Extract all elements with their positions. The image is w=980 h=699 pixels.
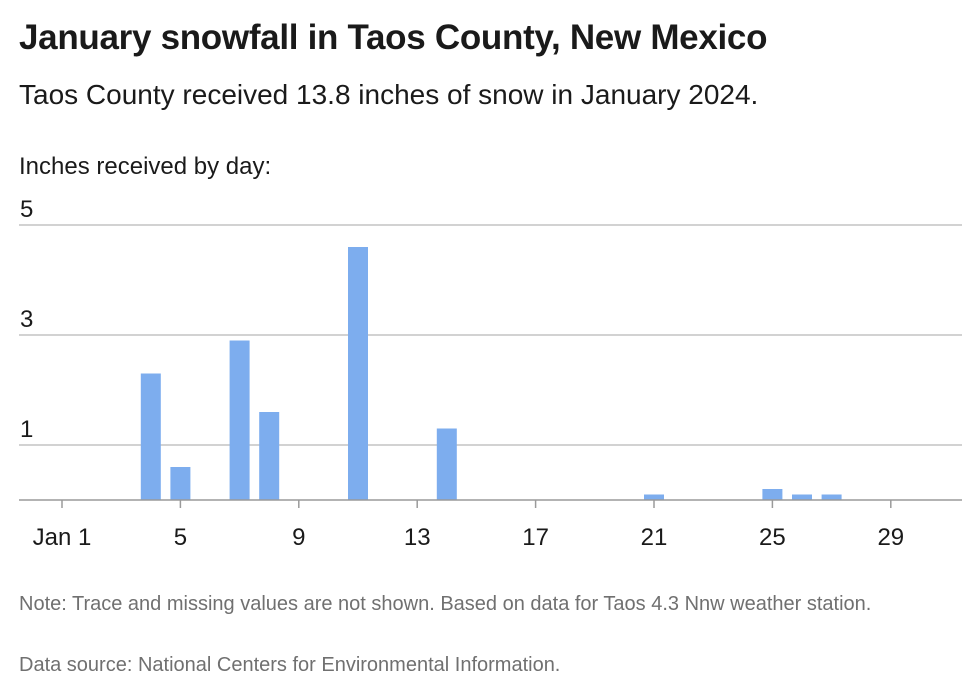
y-tick-label: 5 <box>20 200 33 223</box>
x-tick-label: 25 <box>759 524 786 551</box>
x-tick-label: Jan 1 <box>33 524 92 551</box>
bar-jan-5 <box>170 467 191 500</box>
chart-title: January snowfall in Taos County, New Mex… <box>19 18 768 57</box>
gridlines <box>19 224 962 446</box>
x-tick-label: 21 <box>641 524 668 551</box>
bar-jan-26 <box>792 494 812 500</box>
bar-jan-7 <box>229 340 250 500</box>
bar-jan-21 <box>644 494 664 500</box>
x-tick-label: 29 <box>877 524 904 551</box>
x-tick-label: 17 <box>522 524 549 551</box>
bar-jan-8 <box>259 412 280 500</box>
bars <box>140 247 842 500</box>
chart-subtitle: Taos County received 13.8 inches of snow… <box>19 79 759 110</box>
bar-jan-27 <box>821 494 842 500</box>
x-tick-label: 5 <box>174 524 187 551</box>
y-tick-label: 3 <box>20 306 33 333</box>
x-tick-label: 13 <box>404 524 431 551</box>
bar-jan-25 <box>762 489 783 500</box>
chart-note: Note: Trace and missing values are not s… <box>19 593 872 615</box>
data-source: Data source: National Centers for Enviro… <box>19 654 561 676</box>
x-tick-label: 9 <box>292 524 305 551</box>
bar-jan-14 <box>436 428 457 500</box>
bar-jan-4 <box>140 373 161 500</box>
y-tick-label: 1 <box>20 416 33 443</box>
y-axis-caption: Inches received by day: <box>19 153 272 180</box>
bar-jan-11 <box>348 247 368 500</box>
